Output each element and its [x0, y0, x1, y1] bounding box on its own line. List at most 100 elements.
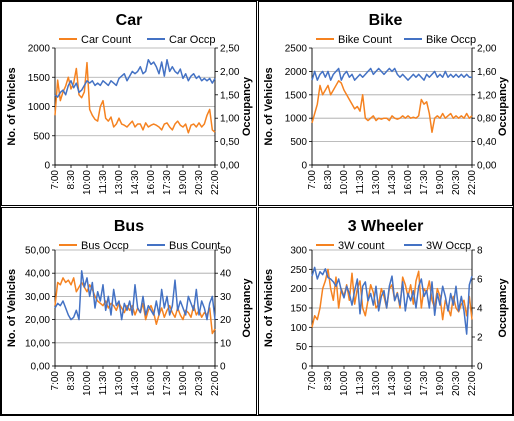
x-tick-label: 14:30 [130, 371, 141, 396]
y2-tick-label: 2,00 [477, 44, 497, 55]
y-tick-label: 500 [290, 137, 307, 148]
x-tick-label: 8:30 [323, 170, 334, 190]
legend-entry-0: 3W count [338, 240, 384, 252]
series-line-0 [311, 80, 473, 133]
chart-panel-3: 3 Wheeler 3W count 3W Occp 0 50 100 150 200 250 3… [258, 207, 513, 415]
x-tick-label: 13:00 [114, 371, 125, 396]
y2-tick-label: 10 [220, 338, 232, 349]
x-tick-label: 16:00 [146, 170, 157, 195]
legend: Car Count Car Occp [59, 34, 215, 46]
y2-tick-label: 50 [220, 246, 232, 257]
y2-tick-label: 0 [220, 362, 226, 373]
y-axis-title: No. of Vehicles [6, 269, 18, 347]
chart-panel-2: Bus Bus Occp Bus Count 0,00 10,00 20,00 30,00 4… [1, 207, 257, 415]
y2-axis-title: Occupancy [241, 277, 253, 337]
x-tick-label: 14:30 [387, 170, 398, 195]
y2-tick-label: 0,00 [220, 161, 240, 172]
x-tick-label: 19:00 [435, 371, 446, 396]
legend-entry-1: Bike Occp [426, 34, 476, 46]
panel-border [258, 207, 513, 415]
x-tick-label: 17:30 [162, 170, 173, 195]
legend-entry-0: Bus Occp [81, 240, 129, 252]
x-tick-label: 20:30 [451, 170, 462, 195]
y2-tick-label: 1,20 [477, 90, 497, 101]
y-tick-label: 1000 [285, 114, 308, 125]
x-tick-label: 8:30 [66, 170, 77, 190]
y-tick-label: 10,00 [25, 338, 50, 349]
y2-tick-label: 0,50 [220, 137, 240, 148]
y2-tick-label: 0 [477, 362, 483, 373]
x-tick-label: 22:00 [210, 371, 221, 396]
x-tick-label: 10:00 [339, 170, 350, 195]
series-line-1 [54, 270, 216, 321]
x-tick-label: 13:00 [371, 170, 382, 195]
y-tick-label: 2500 [285, 44, 308, 55]
y2-tick-label: 1,60 [477, 67, 497, 78]
y2-tick-label: 1,50 [220, 90, 240, 101]
x-tick-label: 10:00 [82, 371, 93, 396]
y-tick-label: 500 [33, 131, 50, 142]
y-tick-label: 0,00 [31, 362, 51, 373]
x-tick-label: 19:00 [178, 170, 189, 195]
y2-tick-label: 4 [477, 304, 483, 315]
y-tick-label: 1500 [28, 73, 51, 84]
x-tick-label: 11:30 [355, 170, 366, 195]
y-tick-label: 0 [301, 161, 307, 172]
x-tick-label: 20:30 [194, 371, 205, 396]
y2-axis-title: Occupancy [497, 277, 509, 337]
series-line-1 [311, 67, 472, 81]
y2-axis-title: Occupancy [497, 76, 509, 136]
y2-tick-label: 2 [477, 333, 483, 344]
y2-tick-label: 0,00 [477, 161, 497, 172]
legend: 3W count 3W Occp [316, 240, 471, 252]
x-tick-label: 7:00 [307, 371, 318, 391]
y2-tick-label: 0,80 [477, 114, 497, 125]
y-tick-label: 20,00 [25, 315, 50, 326]
legend-entry-1: Car Occp [169, 34, 215, 46]
x-tick-label: 11:30 [98, 371, 109, 396]
y-tick-label: 1500 [285, 90, 308, 101]
x-tick-label: 10:00 [82, 170, 93, 195]
series-line-1 [311, 266, 473, 335]
x-tick-label: 19:00 [435, 170, 446, 195]
x-tick-label: 17:30 [419, 371, 430, 396]
y-tick-label: 2000 [28, 44, 51, 55]
chart-title: 3 Wheeler [348, 218, 424, 235]
y-axis-title: No. of Vehicles [6, 67, 18, 145]
x-tick-label: 7:00 [307, 170, 318, 190]
legend: Bus Occp Bus Count [59, 240, 220, 252]
y-tick-label: 1000 [28, 102, 51, 113]
y-tick-label: 30,00 [25, 292, 50, 303]
y2-tick-label: 40 [220, 269, 232, 280]
x-tick-label: 20:30 [194, 170, 205, 195]
chart-title: Bike [369, 12, 403, 29]
x-tick-label: 19:00 [178, 371, 189, 396]
x-tick-label: 10:00 [339, 371, 350, 396]
y-tick-label: 0 [301, 362, 307, 373]
y-tick-label: 50 [296, 342, 308, 353]
y-tick-label: 2000 [285, 67, 308, 78]
y2-tick-label: 2,00 [220, 67, 240, 78]
x-tick-label: 8:30 [66, 371, 77, 391]
x-tick-label: 14:30 [130, 170, 141, 195]
y2-tick-label: 6 [477, 275, 483, 286]
x-tick-label: 11:30 [98, 170, 109, 195]
y-tick-label: 40,00 [25, 269, 50, 280]
y2-tick-label: 1,00 [220, 114, 240, 125]
chart-panel-1: Bike Bike Count Bike Occp 0 500 1000 1500 2000 2… [258, 1, 513, 206]
x-tick-label: 16:00 [403, 170, 414, 195]
chart-title: Car [116, 12, 143, 29]
y-tick-label: 100 [290, 323, 307, 334]
x-tick-label: 20:30 [451, 371, 462, 396]
legend: Bike Count Bike Occp [316, 34, 476, 46]
x-tick-label: 7:00 [50, 170, 61, 190]
y2-tick-label: 8 [477, 246, 483, 257]
x-tick-label: 11:30 [355, 371, 366, 396]
legend-entry-0: Bike Count [338, 34, 392, 46]
x-tick-label: 14:30 [387, 371, 398, 396]
chart-panel-0: Car Car Count Car Occp 0 500 1000 1500 2000 0,00… [1, 1, 257, 206]
x-tick-label: 13:00 [371, 371, 382, 396]
y-tick-label: 200 [290, 284, 307, 295]
y-tick-label: 150 [290, 304, 307, 315]
